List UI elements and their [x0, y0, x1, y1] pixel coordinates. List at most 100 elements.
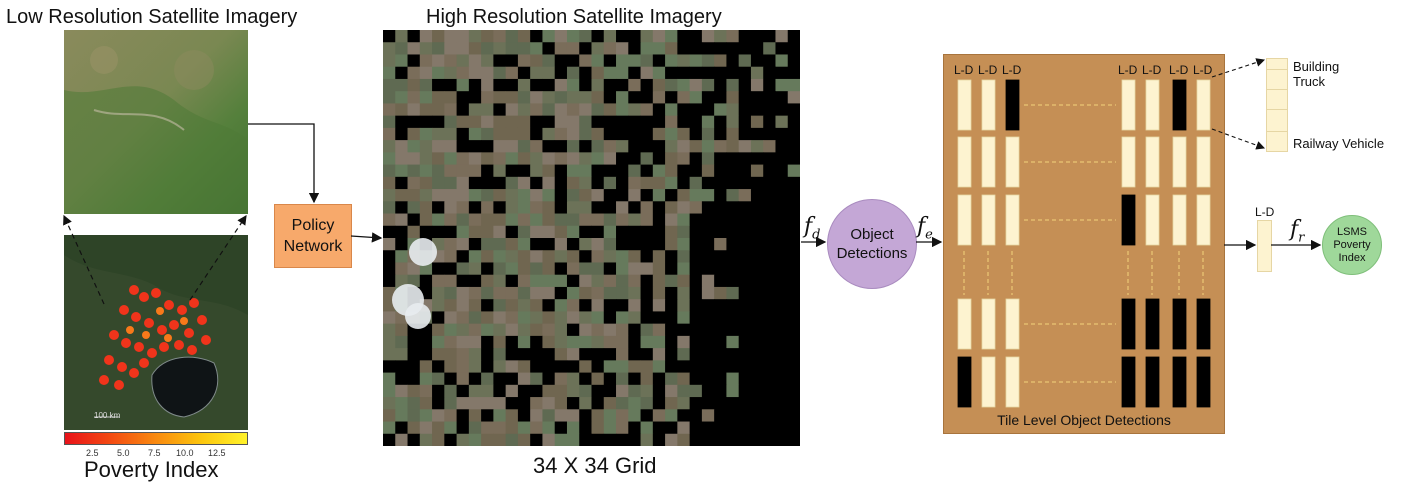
satellite-tile	[579, 152, 592, 165]
satellite-tile	[603, 176, 617, 190]
satellite-tile	[554, 397, 568, 410]
satellite-tile	[701, 140, 715, 153]
masked-tile	[689, 409, 703, 422]
masked-tile	[701, 213, 715, 227]
masked-tile	[775, 164, 789, 178]
masked-tile	[542, 140, 556, 153]
masked-tile	[750, 91, 764, 104]
masked-tile	[566, 54, 580, 68]
masked-tile	[628, 140, 641, 153]
masked-tile	[419, 335, 433, 349]
tile-bar-detection	[981, 79, 996, 131]
masked-tile	[701, 42, 715, 55]
masked-tile	[456, 384, 470, 398]
satellite-tile	[628, 286, 641, 300]
masked-tile	[407, 335, 421, 349]
masked-tile	[579, 348, 592, 361]
masked-tile	[432, 311, 445, 325]
tile-bar-detection	[957, 298, 972, 350]
masked-tile	[530, 78, 543, 92]
satellite-tile	[665, 42, 678, 55]
masked-tile	[481, 262, 494, 276]
satellite-tile	[542, 409, 556, 422]
satellite-tile	[726, 103, 740, 117]
policy-line-2: Network	[283, 238, 343, 255]
satellite-tile	[530, 286, 543, 300]
satellite-tile	[456, 335, 470, 349]
satellite-tile	[628, 311, 641, 325]
satellite-tile	[640, 360, 654, 373]
satellite-tile	[640, 54, 654, 68]
masked-tile	[603, 189, 617, 202]
satellite-tile	[579, 189, 592, 202]
satellite-tile	[419, 384, 433, 398]
satellite-tile	[444, 42, 457, 55]
satellite-tile	[763, 42, 776, 55]
satellite-tile	[566, 299, 580, 312]
satellite-tile	[468, 286, 482, 300]
satellite-tile	[566, 66, 580, 80]
masked-tile	[787, 360, 800, 373]
masked-tile	[591, 384, 605, 398]
masked-tile	[383, 250, 396, 263]
masked-tile	[701, 384, 715, 398]
masked-tile	[726, 433, 740, 446]
satellite-tile	[481, 225, 494, 239]
masked-tile	[714, 421, 727, 435]
satellite-tile	[530, 103, 543, 117]
satellite-tile	[677, 311, 691, 325]
masked-tile	[603, 299, 617, 312]
masked-tile	[481, 360, 494, 373]
tile-bar-empty	[1172, 79, 1187, 131]
masked-tile	[616, 433, 629, 446]
satellite-tile	[628, 78, 641, 92]
colorbar-tick: 10.0	[176, 448, 194, 458]
satellite-tile	[554, 238, 568, 251]
satellite-tile	[652, 299, 666, 312]
masked-tile	[750, 409, 764, 422]
satellite-tile	[444, 115, 457, 129]
satellite-tile	[579, 360, 592, 373]
satellite-tile	[493, 66, 507, 80]
satellite-tile	[677, 384, 691, 398]
masked-tile	[787, 225, 800, 239]
satellite-tile	[481, 91, 494, 104]
masked-tile	[640, 115, 654, 129]
satellite-tile	[554, 250, 568, 263]
masked-tile	[763, 164, 776, 178]
satellite-tile	[579, 286, 592, 300]
satellite-tile	[591, 409, 605, 422]
aggregate-label: L-D	[1255, 205, 1275, 219]
policy-line-1: Policy	[291, 217, 335, 234]
satellite-tile	[407, 409, 421, 422]
masked-tile	[787, 299, 800, 312]
masked-tile	[665, 335, 678, 349]
masked-tile	[726, 274, 740, 288]
masked-tile	[750, 433, 764, 446]
satellite-tile	[566, 164, 580, 178]
masked-tile	[530, 127, 543, 141]
satellite-tile	[468, 360, 482, 373]
masked-tile	[616, 299, 629, 312]
masked-tile	[738, 30, 752, 43]
masked-tile	[652, 140, 666, 153]
satellite-tile	[456, 262, 470, 276]
masked-tile	[554, 54, 568, 68]
satellite-tile	[505, 323, 519, 337]
satellite-tile	[456, 66, 470, 80]
fd-label: fd	[804, 214, 821, 243]
masked-tile	[456, 91, 470, 104]
satellite-tile	[579, 213, 592, 227]
tile-bar-detection	[1172, 136, 1187, 188]
satellite-tile	[542, 311, 556, 325]
tile-bar-detection	[1145, 79, 1160, 131]
satellite-tile	[603, 360, 617, 373]
masked-tile	[603, 91, 617, 104]
satellite-tile	[444, 360, 457, 373]
satellite-tile	[517, 91, 531, 104]
satellite-tile	[493, 274, 507, 288]
masked-tile	[652, 372, 666, 386]
masked-tile	[750, 225, 764, 239]
satellite-tile	[517, 323, 531, 337]
satellite-tile	[481, 127, 494, 141]
